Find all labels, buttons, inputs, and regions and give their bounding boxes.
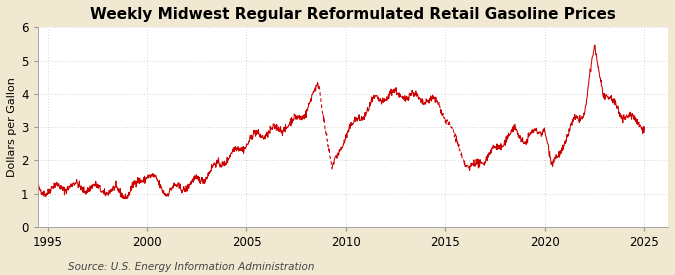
Y-axis label: Dollars per Gallon: Dollars per Gallon — [7, 77, 17, 177]
Title: Weekly Midwest Regular Reformulated Retail Gasoline Prices: Weekly Midwest Regular Reformulated Reta… — [90, 7, 616, 22]
Text: Source: U.S. Energy Information Administration: Source: U.S. Energy Information Administ… — [68, 262, 314, 272]
